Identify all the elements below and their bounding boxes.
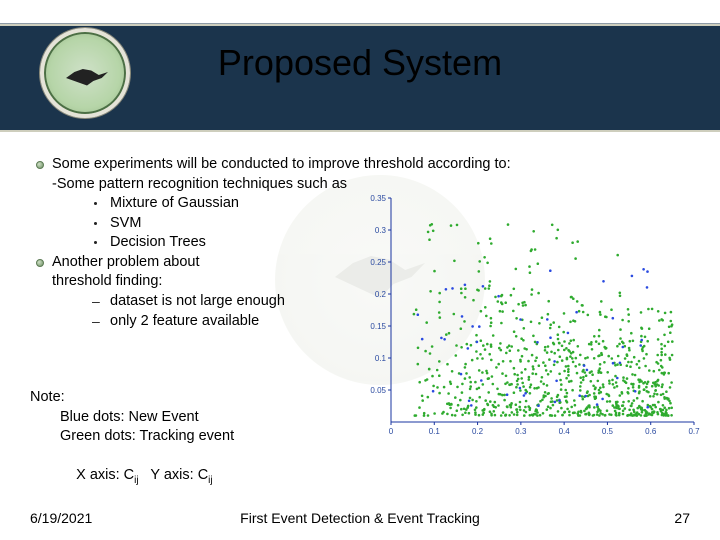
note-yaxis-label: Y axis: C [139,467,209,483]
note-axes: X axis: Cij Y axis: Cij [30,447,234,508]
accent-line-bottom [0,130,720,132]
footer-title: First Event Detection & Event Tracking [30,510,690,526]
svg-text:0.35: 0.35 [370,194,386,203]
note-xaxis-label: X axis: C [76,467,134,483]
svg-text:0.1: 0.1 [375,354,387,363]
svg-text:0.25: 0.25 [370,258,386,267]
note-title: Note: [30,388,234,408]
svg-text:0.3: 0.3 [515,427,527,436]
accent-line-top [0,24,720,26]
svg-text:0.05: 0.05 [370,386,386,395]
slide-title: Proposed System [0,42,720,84]
svg-text:0.5: 0.5 [602,427,614,436]
svg-text:0: 0 [389,427,394,436]
note-blue: Blue dots: New Event [30,408,234,428]
note-block: Note: Blue dots: New Event Green dots: T… [30,388,234,507]
note-green: Green dots: Tracking event [30,427,234,447]
svg-text:0.6: 0.6 [645,427,657,436]
svg-text:0.15: 0.15 [370,322,386,331]
svg-text:0.2: 0.2 [375,290,387,299]
svg-text:0.3: 0.3 [375,226,387,235]
svg-text:0.4: 0.4 [559,427,571,436]
svg-text:0.2: 0.2 [472,427,484,436]
scatter-chart: 0.05 0.1 0.15 0.2 0.25 0.3 0.35 0 0.1 0.2 0.3 0.4 0.… [365,190,700,440]
footer-page: 27 [674,510,690,526]
bullet-experiments: Some experiments will be conducted to im… [10,155,710,175]
note-yaxis-sub: ij [208,475,212,486]
svg-text:0.7: 0.7 [688,427,700,436]
svg-text:0.1: 0.1 [429,427,441,436]
